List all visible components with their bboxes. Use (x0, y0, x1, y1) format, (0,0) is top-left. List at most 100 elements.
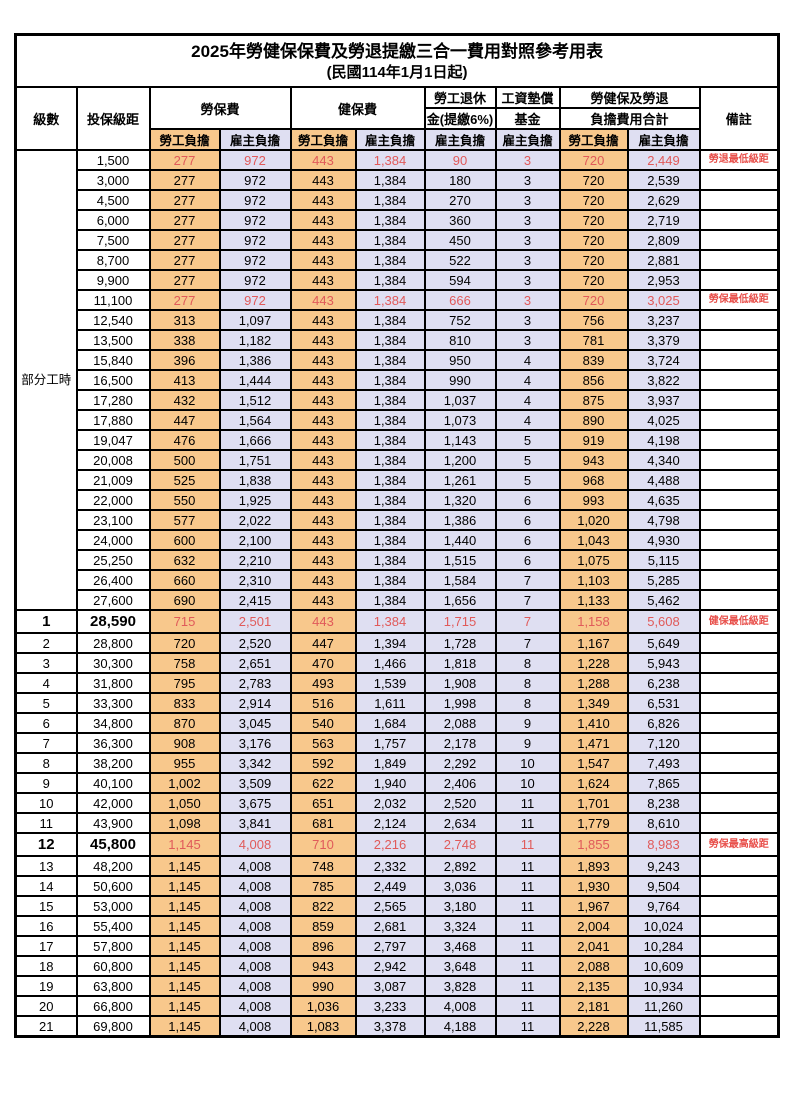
cell-bracket: 60,800 (75, 955, 151, 977)
cell-remark (698, 389, 780, 411)
cell-health-fee-worker: 443 (289, 229, 357, 251)
cell-wage-fund-employer: 11 (494, 915, 561, 937)
subheader-wage-fund-employer: 雇主負擔 (494, 128, 561, 151)
cell-pension-employer: 1,728 (423, 632, 497, 654)
cell-wage-fund-employer: 11 (494, 975, 561, 997)
cell-wage-fund-employer: 7 (494, 632, 561, 654)
table-row: 23,100 577 2,022 443 1,384 1,386 6 1,020 4,798 (16, 509, 780, 531)
col-header-total-line1: 勞健保及勞退 (558, 86, 701, 109)
cell-health-fee-worker: 443 (289, 369, 357, 391)
cell-remark (698, 752, 780, 774)
cell-total-worker: 2,004 (558, 915, 629, 937)
cell-wage-fund-employer: 7 (494, 569, 561, 591)
table-row: 26,400 660 2,310 443 1,384 1,584 7 1,103 5,285 (16, 569, 780, 591)
cell-labor-fee-employer: 972 (218, 229, 292, 251)
cell-labor-fee-worker: 833 (148, 692, 221, 714)
cell-wage-fund-employer: 8 (494, 692, 561, 714)
table-row: 7 36,300 908 3,176 563 1,757 2,178 9 1,471 7,120 (14, 732, 780, 754)
cell-remark (698, 549, 780, 571)
cell-total-worker: 756 (558, 309, 629, 331)
cell-bracket: 38,200 (75, 752, 151, 774)
cell-health-fee-worker: 1,036 (289, 995, 357, 1017)
cell-total-worker: 720 (558, 149, 629, 171)
cell-total-worker: 1,471 (558, 732, 629, 754)
cell-labor-fee-worker: 795 (148, 672, 221, 694)
cell-bracket: 45,800 (75, 832, 151, 857)
cell-labor-fee-employer: 3,045 (218, 712, 292, 734)
cell-total-employer: 7,865 (626, 772, 701, 794)
cell-health-fee-employer: 2,449 (354, 875, 426, 897)
cell-remark (698, 712, 780, 734)
cell-health-fee-worker: 443 (289, 409, 357, 431)
cell-total-employer: 2,809 (626, 229, 701, 251)
cell-labor-fee-worker: 632 (148, 549, 221, 571)
cell-health-fee-employer: 2,942 (354, 955, 426, 977)
cell-total-employer: 4,340 (626, 449, 701, 471)
cell-total-employer: 3,724 (626, 349, 701, 371)
cell-bracket: 20,008 (75, 449, 151, 471)
cell-labor-fee-worker: 1,098 (148, 812, 221, 834)
cell-remark (698, 672, 780, 694)
table-row: 19,047 476 1,666 443 1,384 1,143 5 919 4,198 (16, 429, 780, 451)
cell-health-fee-employer: 2,797 (354, 935, 426, 957)
cell-health-fee-employer: 1,539 (354, 672, 426, 694)
cell-labor-fee-employer: 1,097 (218, 309, 292, 331)
cell-total-employer: 11,260 (626, 995, 701, 1017)
cell-level: 12 (14, 832, 78, 857)
cell-labor-fee-worker: 1,145 (148, 935, 221, 957)
cell-health-fee-employer: 3,233 (354, 995, 426, 1017)
part-time-merged-cell: 部分工時 (14, 149, 78, 611)
table-row: 6 34,800 870 3,045 540 1,684 2,088 9 1,410 6,826 (14, 712, 780, 734)
cell-pension-employer: 1,998 (423, 692, 497, 714)
cell-labor-fee-employer: 1,386 (218, 349, 292, 371)
cell-remark (698, 189, 780, 211)
cell-labor-fee-worker: 396 (148, 349, 221, 371)
cell-labor-fee-employer: 2,520 (218, 632, 292, 654)
cell-wage-fund-employer: 6 (494, 529, 561, 551)
cell-pension-employer: 90 (423, 149, 497, 171)
table-row: 9,900 277 972 443 1,384 594 3 720 2,953 (16, 269, 780, 291)
cell-pension-employer: 360 (423, 209, 497, 231)
cell-total-employer: 4,488 (626, 469, 701, 491)
cell-bracket: 17,880 (75, 409, 151, 431)
cell-wage-fund-employer: 8 (494, 672, 561, 694)
cell-bracket: 30,300 (75, 652, 151, 674)
table-row: 16,500 413 1,444 443 1,384 990 4 856 3,822 (16, 369, 780, 391)
cell-total-employer: 2,881 (626, 249, 701, 271)
cell-total-employer: 3,937 (626, 389, 701, 411)
cell-total-employer: 4,198 (626, 429, 701, 451)
cell-labor-fee-employer: 1,838 (218, 469, 292, 491)
table-row: 8,700 277 972 443 1,384 522 3 720 2,881 (16, 249, 780, 271)
cell-bracket: 34,800 (75, 712, 151, 734)
table-row: 17 57,800 1,145 4,008 896 2,797 3,468 11 2,041 10… (14, 935, 780, 957)
cell-health-fee-employer: 1,384 (354, 409, 426, 431)
cell-wage-fund-employer: 4 (494, 349, 561, 371)
cell-labor-fee-employer: 3,509 (218, 772, 292, 794)
cell-bracket: 1,500 (75, 149, 151, 171)
cell-bracket: 7,500 (75, 229, 151, 251)
cell-remark: 勞保最低級距 (698, 289, 780, 311)
cell-health-fee-worker: 443 (289, 549, 357, 571)
cell-bracket: 36,300 (75, 732, 151, 754)
cell-health-fee-employer: 1,384 (354, 569, 426, 591)
cell-health-fee-employer: 1,384 (354, 229, 426, 251)
table-row: 7,500 277 972 443 1,384 450 3 720 2,809 (16, 229, 780, 251)
cell-total-employer: 5,285 (626, 569, 701, 591)
cell-health-fee-employer: 2,681 (354, 915, 426, 937)
cell-wage-fund-employer: 3 (494, 289, 561, 311)
cell-total-worker: 1,410 (558, 712, 629, 734)
cell-bracket: 69,800 (75, 1015, 151, 1038)
cell-remark (698, 529, 780, 551)
cell-labor-fee-employer: 1,512 (218, 389, 292, 411)
cell-remark (698, 915, 780, 937)
cell-pension-employer: 950 (423, 349, 497, 371)
table-row: 11 43,900 1,098 3,841 681 2,124 2,634 11 1,779 8,… (14, 812, 780, 834)
cell-remark (698, 229, 780, 251)
cell-total-worker: 1,103 (558, 569, 629, 591)
table-row: 19 63,800 1,145 4,008 990 3,087 3,828 11 2,135 10… (14, 975, 780, 997)
cell-bracket: 63,800 (75, 975, 151, 997)
cell-wage-fund-employer: 3 (494, 329, 561, 351)
cell-level: 19 (14, 975, 78, 997)
cell-health-fee-employer: 1,384 (354, 209, 426, 231)
